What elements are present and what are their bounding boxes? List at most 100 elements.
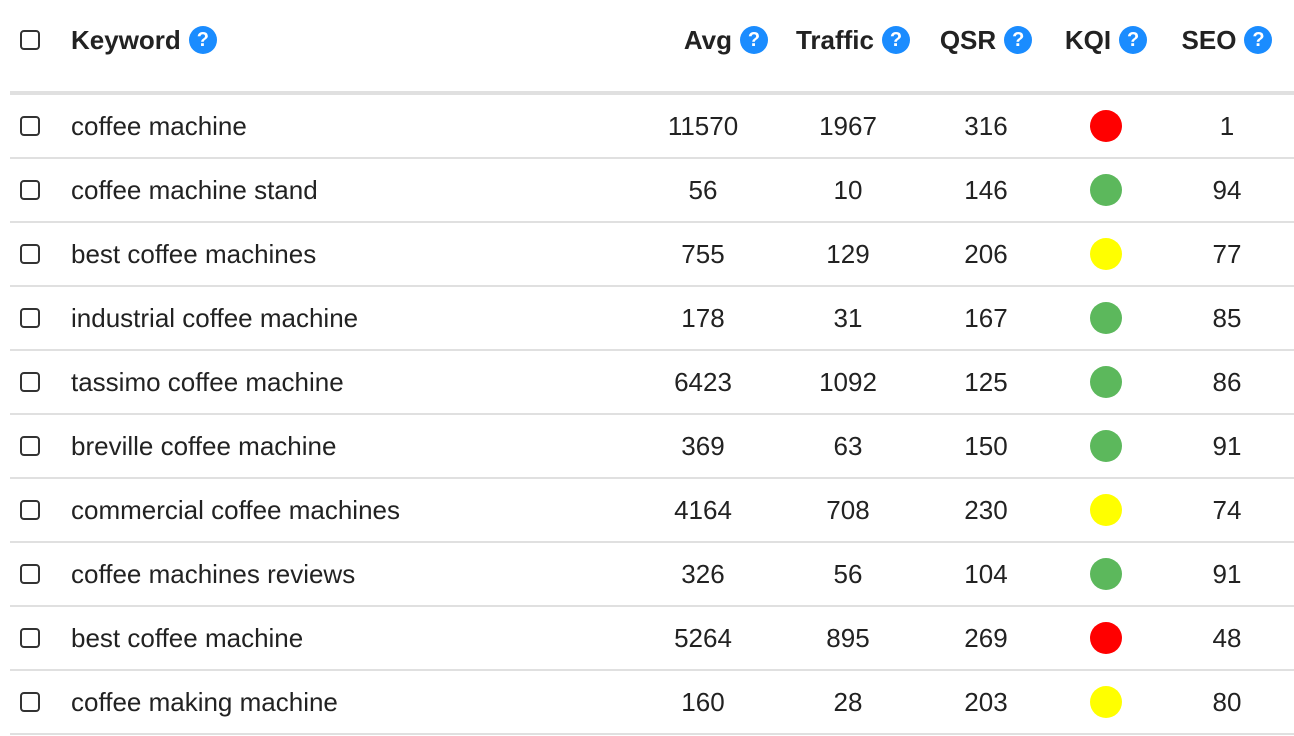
table-row: best coffee machine 5264 895 269 48 — [10, 607, 1294, 671]
select-all-checkbox[interactable] — [20, 30, 40, 50]
avg-cell: 4164 — [674, 494, 732, 525]
header-traffic-label: Traffic — [795, 24, 874, 55]
header-traffic[interactable]: Traffic ? — [778, 0, 918, 80]
seo-cell: 48 — [1212, 622, 1242, 653]
header-seo-label: SEO — [1181, 24, 1237, 55]
avg-cell: 6423 — [674, 366, 732, 397]
seo-cell: 77 — [1212, 238, 1242, 269]
keyword-cell: industrial coffee machine — [71, 302, 359, 333]
keyword-cell: tassimo coffee machine — [71, 366, 344, 397]
qsr-help-icon[interactable]: ? — [1004, 26, 1033, 54]
traffic-cell: 31 — [833, 302, 863, 333]
row-checkbox[interactable] — [20, 308, 40, 328]
row-checkbox[interactable] — [20, 436, 40, 456]
keyword-cell: commercial coffee machines — [71, 494, 400, 525]
traffic-cell: 10 — [833, 174, 863, 205]
qsr-cell: 104 — [964, 558, 1008, 589]
kqi-indicator — [1090, 430, 1122, 462]
traffic-help-icon[interactable]: ? — [882, 26, 910, 54]
table-row: tassimo coffee machine 6423 1092 125 86 — [10, 351, 1294, 415]
row-checkbox[interactable] — [20, 692, 40, 712]
row-checkbox[interactable] — [20, 500, 40, 520]
avg-cell: 56 — [688, 174, 718, 205]
kqi-indicator — [1090, 366, 1122, 398]
avg-cell: 5264 — [674, 622, 732, 653]
header-seo[interactable]: SEO ? — [1170, 0, 1284, 80]
table-row: commercial coffee machines 4164 708 230 … — [10, 479, 1294, 543]
avg-cell: 160 — [681, 686, 725, 717]
avg-cell: 11570 — [667, 110, 739, 141]
keyword-cell: coffee machines reviews — [71, 558, 356, 589]
traffic-cell: 56 — [833, 558, 863, 589]
header-qsr[interactable]: QSR ? — [926, 0, 1046, 80]
kqi-indicator — [1090, 238, 1122, 270]
seo-cell: 74 — [1212, 494, 1242, 525]
avg-cell: 178 — [681, 302, 725, 333]
qsr-cell: 203 — [964, 686, 1008, 717]
header-avg[interactable]: Avg ? — [630, 0, 776, 80]
traffic-cell: 28 — [833, 686, 863, 717]
keyword-cell: coffee machine — [71, 110, 247, 141]
keyword-cell: coffee machine stand — [71, 174, 318, 205]
header-keyword-label: Keyword — [71, 24, 181, 55]
qsr-cell: 269 — [964, 622, 1008, 653]
qsr-cell: 150 — [964, 430, 1008, 461]
keyword-help-icon[interactable]: ? — [188, 26, 217, 54]
header-kqi-label: KQI — [1064, 24, 1112, 55]
seo-help-icon[interactable]: ? — [1244, 26, 1273, 54]
header-qsr-label: QSR — [939, 24, 997, 55]
avg-cell: 326 — [681, 558, 725, 589]
row-checkbox[interactable] — [20, 180, 40, 200]
keyword-cell: coffee making machine — [71, 686, 338, 717]
table-row: coffee machines reviews 326 56 104 91 — [10, 543, 1294, 607]
kqi-indicator — [1090, 174, 1122, 206]
traffic-cell: 1967 — [819, 110, 877, 141]
keyword-cell: best coffee machine — [71, 622, 304, 653]
qsr-cell: 316 — [964, 110, 1008, 141]
row-checkbox[interactable] — [20, 244, 40, 264]
seo-cell: 94 — [1212, 174, 1242, 205]
row-checkbox[interactable] — [20, 628, 40, 648]
kqi-indicator — [1090, 110, 1122, 142]
qsr-cell: 146 — [964, 174, 1008, 205]
qsr-cell: 206 — [964, 238, 1008, 269]
table-row: breville coffee machine 369 63 150 91 — [10, 415, 1294, 479]
kqi-indicator — [1090, 686, 1122, 718]
traffic-cell: 708 — [826, 494, 870, 525]
row-checkbox[interactable] — [20, 372, 40, 392]
kqi-indicator — [1090, 622, 1122, 654]
row-checkbox[interactable] — [20, 564, 40, 584]
seo-cell: 86 — [1212, 366, 1242, 397]
kqi-indicator — [1090, 494, 1122, 526]
traffic-cell: 129 — [826, 238, 870, 269]
row-checkbox[interactable] — [20, 116, 40, 136]
qsr-cell: 125 — [964, 366, 1008, 397]
seo-cell: 91 — [1212, 558, 1242, 589]
table-row: coffee making machine 160 28 203 80 — [10, 671, 1294, 735]
kqi-indicator — [1090, 302, 1122, 334]
seo-cell: 85 — [1212, 302, 1242, 333]
seo-cell: 91 — [1212, 430, 1242, 461]
header-avg-label: Avg — [683, 24, 732, 55]
traffic-cell: 1092 — [819, 366, 877, 397]
qsr-cell: 167 — [964, 302, 1008, 333]
table-row: industrial coffee machine 178 31 167 85 — [10, 287, 1294, 351]
table-row: coffee machine 11570 1967 316 1 — [10, 95, 1294, 159]
keyword-cell: best coffee machines — [71, 238, 317, 269]
table-header: Keyword ? Avg ? Traffic ? QSR ? KQI ? SE… — [10, 0, 1294, 95]
table-body: coffee machine 11570 1967 316 1 coffee m… — [10, 95, 1294, 735]
traffic-cell: 63 — [833, 430, 863, 461]
seo-cell: 80 — [1212, 686, 1242, 717]
header-kqi[interactable]: KQI ? — [1054, 0, 1158, 80]
table-row: coffee machine stand 56 10 146 94 — [10, 159, 1294, 223]
avg-cell: 755 — [681, 238, 725, 269]
keyword-table: Keyword ? Avg ? Traffic ? QSR ? KQI ? SE… — [10, 0, 1294, 735]
kqi-help-icon[interactable]: ? — [1119, 26, 1148, 54]
seo-cell: 1 — [1219, 110, 1235, 141]
table-row: best coffee machines 755 129 206 77 — [10, 223, 1294, 287]
header-keyword[interactable]: Keyword ? — [71, 0, 631, 80]
avg-help-icon[interactable]: ? — [740, 26, 768, 54]
qsr-cell: 230 — [964, 494, 1008, 525]
kqi-indicator — [1090, 558, 1122, 590]
avg-cell: 369 — [681, 430, 725, 461]
